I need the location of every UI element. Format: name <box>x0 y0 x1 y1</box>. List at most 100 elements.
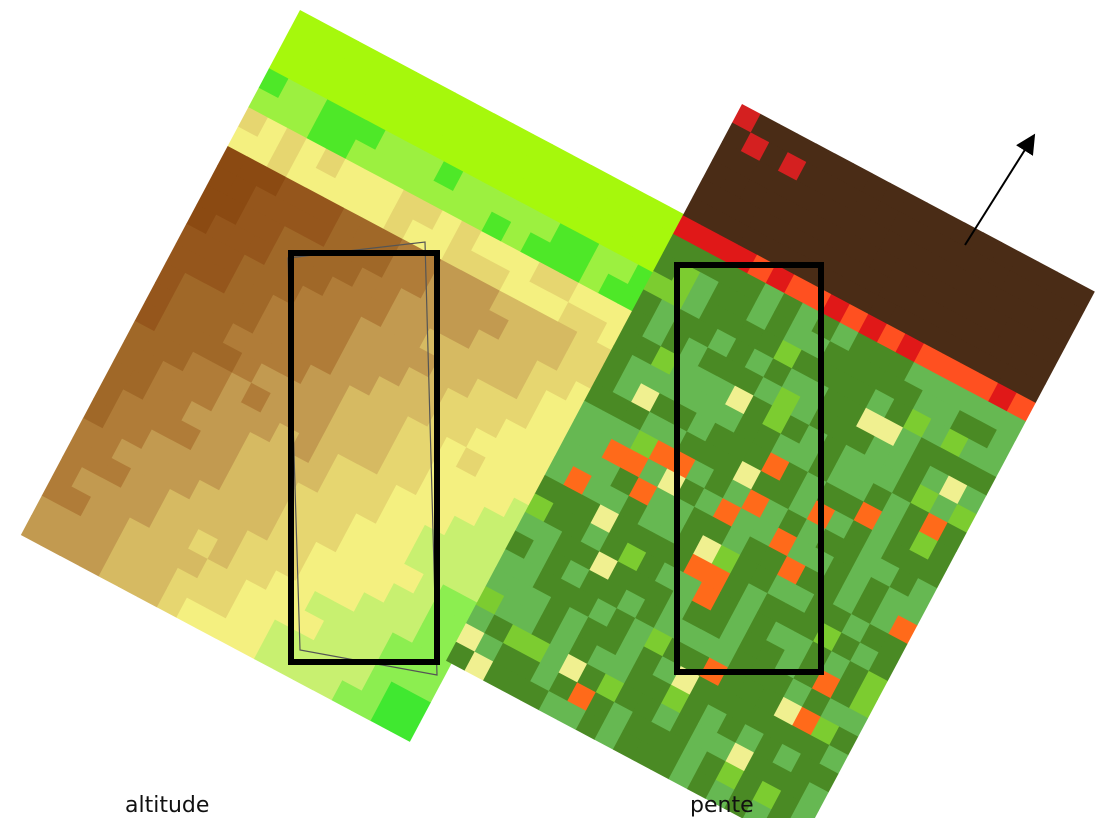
cell <box>530 212 561 244</box>
cell <box>578 263 609 294</box>
cell <box>561 154 592 186</box>
cell <box>843 520 873 550</box>
cell <box>837 397 867 428</box>
cell <box>706 732 736 763</box>
cell <box>770 433 800 463</box>
label: altitude <box>125 793 209 818</box>
cell <box>241 333 273 365</box>
cell <box>512 605 542 636</box>
cell <box>433 161 464 192</box>
cell <box>498 320 529 351</box>
cell <box>845 426 876 456</box>
cell <box>631 740 661 770</box>
cell <box>322 276 353 308</box>
cell <box>403 170 435 201</box>
cell <box>201 362 233 393</box>
cell <box>137 577 168 608</box>
cell <box>968 419 998 450</box>
cell <box>859 623 889 654</box>
cell <box>199 460 230 492</box>
cell <box>922 371 952 402</box>
cell <box>860 576 891 607</box>
cell <box>160 439 192 471</box>
cell <box>354 543 386 574</box>
cell <box>790 396 820 426</box>
cell <box>739 536 770 566</box>
cell <box>394 514 426 546</box>
cell <box>884 399 914 429</box>
cell <box>625 618 655 648</box>
cell <box>341 660 373 692</box>
cell <box>391 662 422 693</box>
arrow <box>964 133 1036 246</box>
cell <box>376 81 407 112</box>
cell <box>958 438 988 468</box>
cell <box>408 347 440 379</box>
cell <box>597 579 628 609</box>
cell <box>802 284 832 314</box>
cell <box>636 552 666 582</box>
cell <box>363 198 394 230</box>
cell <box>347 40 379 72</box>
cell <box>691 582 721 612</box>
cell <box>906 268 936 298</box>
cell <box>198 509 229 541</box>
cell <box>434 486 466 517</box>
cell <box>738 226 768 256</box>
cell <box>489 290 520 322</box>
cell <box>542 550 572 580</box>
cell <box>337 60 368 91</box>
cell <box>640 364 670 394</box>
cell <box>953 269 983 299</box>
cell <box>791 349 821 379</box>
cell <box>417 377 449 408</box>
cell <box>51 456 83 488</box>
cell <box>121 419 153 450</box>
cell <box>469 280 501 311</box>
cell <box>260 393 291 424</box>
cell <box>794 208 825 239</box>
cell <box>738 583 768 613</box>
cell <box>917 202 947 232</box>
cell <box>582 429 613 459</box>
cell <box>445 641 476 671</box>
cell <box>444 92 476 124</box>
cell <box>289 10 320 41</box>
cell <box>569 233 600 265</box>
cell <box>691 225 721 255</box>
cell <box>609 205 640 236</box>
cell <box>1006 392 1036 422</box>
cell <box>300 364 331 396</box>
cell <box>879 586 909 617</box>
cell <box>465 427 497 459</box>
cell <box>970 326 1000 356</box>
cell <box>858 670 888 701</box>
cell <box>703 469 734 499</box>
cell <box>238 481 269 512</box>
cell <box>591 457 621 487</box>
cell <box>257 117 288 149</box>
cell <box>556 351 587 382</box>
cell <box>244 609 276 640</box>
cell <box>431 210 463 241</box>
cell <box>249 412 281 444</box>
cell <box>553 484 583 514</box>
cell <box>305 541 337 573</box>
cell <box>560 560 590 590</box>
outline <box>287 241 438 676</box>
cell <box>865 389 895 419</box>
cell <box>389 337 421 368</box>
cell <box>680 290 710 320</box>
cell <box>617 542 647 572</box>
cell <box>464 651 494 681</box>
cell <box>208 490 240 521</box>
cell <box>401 642 433 674</box>
cell <box>306 118 337 150</box>
cell <box>1007 345 1037 375</box>
cell <box>711 545 741 575</box>
cell <box>495 418 527 450</box>
cell <box>475 457 506 489</box>
cell <box>567 282 599 314</box>
cell <box>62 437 93 468</box>
